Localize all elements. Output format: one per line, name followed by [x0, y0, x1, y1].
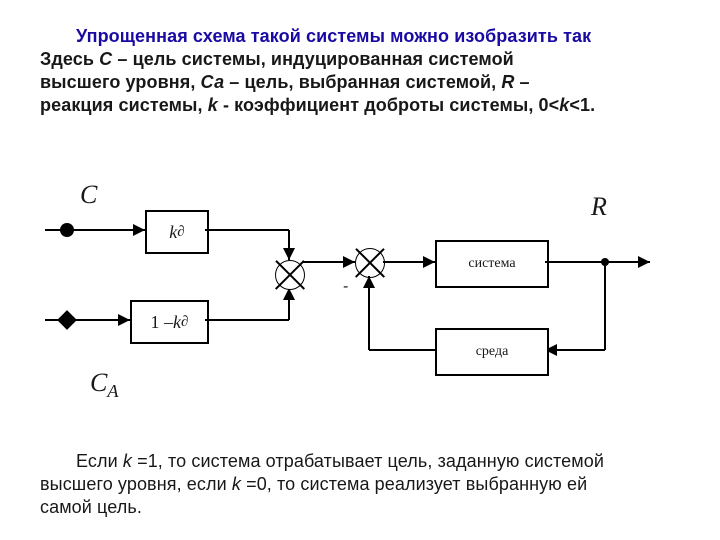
- arrowhead-fb-up: [363, 276, 375, 288]
- p1-l4e: <1.: [569, 95, 595, 115]
- p1-l3b: Са: [201, 72, 225, 92]
- label-minus: -: [343, 278, 348, 296]
- p1-l2b: С: [99, 49, 112, 69]
- p1-l4c: - коэффициент доброты системы, 0<: [218, 95, 559, 115]
- paragraph-1: Упрощенная схема такой системы можно изо…: [40, 25, 680, 117]
- paragraph-2: Если k =1, то система отрабатывает цель,…: [40, 450, 680, 519]
- p1-l3c: – цель, выбранная системой,: [224, 72, 501, 92]
- p1-l3a: высшего уровня,: [40, 72, 201, 92]
- arrowhead-sys-out: [638, 256, 650, 268]
- edge-kd-s1-h: [205, 229, 289, 231]
- block-diagram: k∂ 1 – k∂ система среда C CA R -: [30, 180, 690, 420]
- node-system: система: [435, 240, 549, 288]
- edge-sys-out: [545, 261, 650, 263]
- edge-omkd-s1-h: [205, 319, 289, 321]
- edge-in-c: [45, 229, 145, 231]
- node-kd: k∂: [145, 210, 209, 254]
- sum-junction-2: [355, 248, 385, 278]
- p2-l1c: =1, то система отрабатывает цель, заданн…: [132, 451, 604, 471]
- p1-line1: Упрощенная схема такой системы можно изо…: [76, 26, 591, 46]
- p2-l2c: =0, то система реализует выбранную ей: [241, 474, 587, 494]
- p1-l3e: –: [514, 72, 529, 92]
- label-ca: CA: [90, 368, 118, 402]
- p1-l4a: реакция системы,: [40, 95, 208, 115]
- edge-out-down: [604, 262, 606, 350]
- p2-l1b: k: [123, 451, 132, 471]
- p2-l1a: Если: [76, 451, 123, 471]
- arrowhead-kd-s1: [283, 248, 295, 260]
- p1-l2c: – цель системы, индуцированная системой: [112, 49, 514, 69]
- p2-l3: самой цель.: [40, 497, 142, 517]
- arrowhead-s1-s2: [343, 256, 355, 268]
- arrowhead-in-c: [133, 224, 145, 236]
- node-1-minus-kd: 1 – k∂: [130, 300, 209, 344]
- p2-l2b: k: [232, 474, 241, 494]
- p1-l4b: k: [208, 95, 218, 115]
- node-environment: среда: [435, 328, 549, 376]
- arrowhead-in-ca: [118, 314, 130, 326]
- p1-l4d: k: [559, 95, 569, 115]
- edge-env-left: [369, 349, 435, 351]
- p1-l3d: R: [501, 72, 514, 92]
- label-c: C: [80, 180, 97, 210]
- p2-l2a: высшего уровня, если: [40, 474, 232, 494]
- arrowhead-s2-sys: [423, 256, 435, 268]
- sum-junction-1: [275, 260, 305, 290]
- label-r: R: [591, 192, 607, 222]
- p1-l2a: Здесь: [40, 49, 99, 69]
